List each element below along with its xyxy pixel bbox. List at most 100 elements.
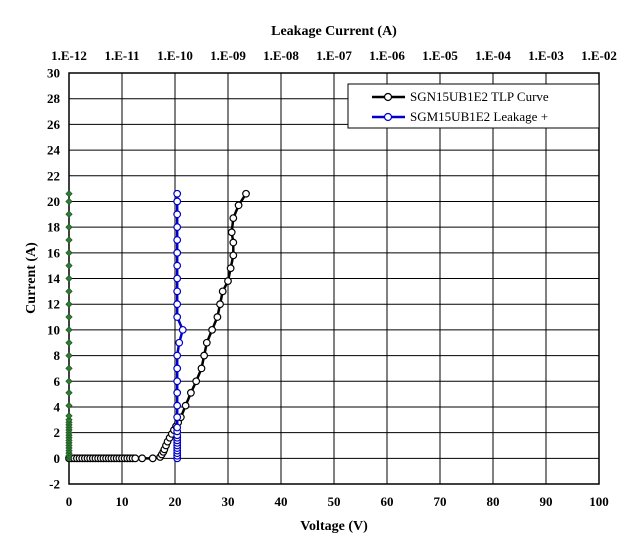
top-axis-title: Leakage Current (A) [271, 24, 397, 39]
top-axis-tick-label: 1.E-03 [528, 48, 564, 63]
x-tick-label: 50 [328, 494, 341, 509]
data-point [148, 454, 157, 463]
data-point [173, 223, 182, 232]
data-point [200, 351, 209, 360]
x-tick-label: 30 [222, 494, 235, 509]
x-tick-label: 60 [381, 494, 394, 509]
series-2 [65, 190, 73, 462]
top-axis-tick-label: 1.E-07 [316, 48, 352, 63]
data-point [173, 413, 182, 422]
y-tick-label: 14 [47, 271, 61, 286]
data-point [181, 401, 190, 410]
x-tick-label: 20 [169, 494, 182, 509]
data-point [65, 223, 73, 231]
data-point [226, 264, 235, 273]
y-tick-label: 2 [54, 425, 61, 440]
data-point [65, 190, 73, 198]
x-axis-title: Voltage (V) [300, 519, 368, 534]
data-point [173, 236, 182, 244]
data-point [229, 214, 238, 223]
data-point [173, 197, 182, 206]
y-tick-label: 24 [47, 143, 61, 158]
y-tick-label: -2 [49, 477, 60, 492]
data-point [65, 402, 73, 410]
series-line [69, 193, 248, 460]
data-point [224, 277, 232, 285]
data-point [65, 389, 73, 397]
data-point [173, 401, 182, 410]
y-tick-label: 12 [47, 297, 60, 312]
data-point [229, 251, 238, 260]
data-point [173, 388, 182, 397]
data-point [173, 351, 182, 360]
data-point [65, 326, 73, 334]
data-point [65, 377, 73, 385]
top-axis-tick-label: 1.E-11 [104, 48, 139, 63]
data-point [173, 248, 182, 257]
legend: SGN15UB1E2 TLP Curve SGM15UB1E2 Leakage … [347, 83, 600, 129]
top-axis-tick-label: 1.E-09 [210, 48, 246, 63]
y-tick-label: 28 [47, 91, 61, 106]
legend-label-leakage: SGM15UB1E2 Leakage + [410, 109, 548, 124]
data-point [65, 351, 73, 360]
x-tick-labels: 0 10 20 30 40 50 60 70 80 90 100 [66, 494, 609, 509]
x-tick-label: 0 [66, 494, 73, 509]
y-tick-label: 30 [47, 66, 60, 81]
data-point [216, 300, 224, 309]
top-axis-tick-label: 1.E-10 [157, 48, 193, 63]
top-axis-tick-label: 1.E-05 [422, 48, 458, 63]
data-point [173, 377, 182, 386]
y-tick-label: 8 [54, 348, 61, 363]
legend-marker-leakage [383, 112, 393, 122]
data-point [65, 236, 73, 244]
y-tick-label: 26 [47, 117, 61, 132]
data-series [65, 189, 250, 463]
x-tick-label: 80 [487, 494, 500, 509]
y-tick-label: 20 [47, 194, 60, 209]
data-point [173, 261, 182, 270]
data-point [227, 228, 236, 237]
data-point [208, 325, 217, 334]
data-point [178, 325, 187, 334]
x-tick-label: 100 [589, 494, 609, 509]
data-point [192, 377, 201, 386]
data-point [186, 388, 195, 397]
data-point [173, 300, 182, 309]
data-point [65, 287, 73, 295]
y-tick-label: 4 [54, 399, 61, 414]
data-point [213, 313, 222, 321]
data-point [138, 454, 147, 463]
y-tick-label: 16 [47, 245, 61, 260]
x-tick-label: 90 [540, 494, 553, 509]
legend-marker-tlp [383, 92, 393, 102]
y-axis-title: Current (A) [24, 242, 39, 314]
series-1 [173, 189, 187, 463]
data-point [218, 287, 227, 296]
data-point [173, 313, 182, 321]
data-point [175, 338, 184, 347]
data-point [242, 189, 250, 198]
y-tick-label: 22 [47, 168, 60, 183]
data-point [173, 274, 182, 283]
data-point [65, 412, 73, 420]
data-point [173, 423, 182, 432]
data-point [65, 197, 73, 206]
data-point [173, 189, 182, 198]
data-point [202, 338, 211, 347]
top-axis-tick-label: 1.E-12 [51, 48, 87, 63]
grid-lines [68, 72, 600, 485]
data-point [65, 364, 73, 373]
data-point [65, 249, 73, 257]
x-tick-label: 10 [116, 494, 129, 509]
data-point [229, 238, 238, 247]
x-tick-label: 70 [434, 494, 447, 509]
top-axis-tick-label: 1.E-08 [263, 48, 299, 63]
y-tick-label: 6 [54, 374, 61, 389]
data-point [65, 274, 73, 283]
data-point [197, 364, 206, 373]
data-point [234, 201, 243, 210]
data-point [173, 210, 182, 219]
data-point [131, 454, 140, 463]
